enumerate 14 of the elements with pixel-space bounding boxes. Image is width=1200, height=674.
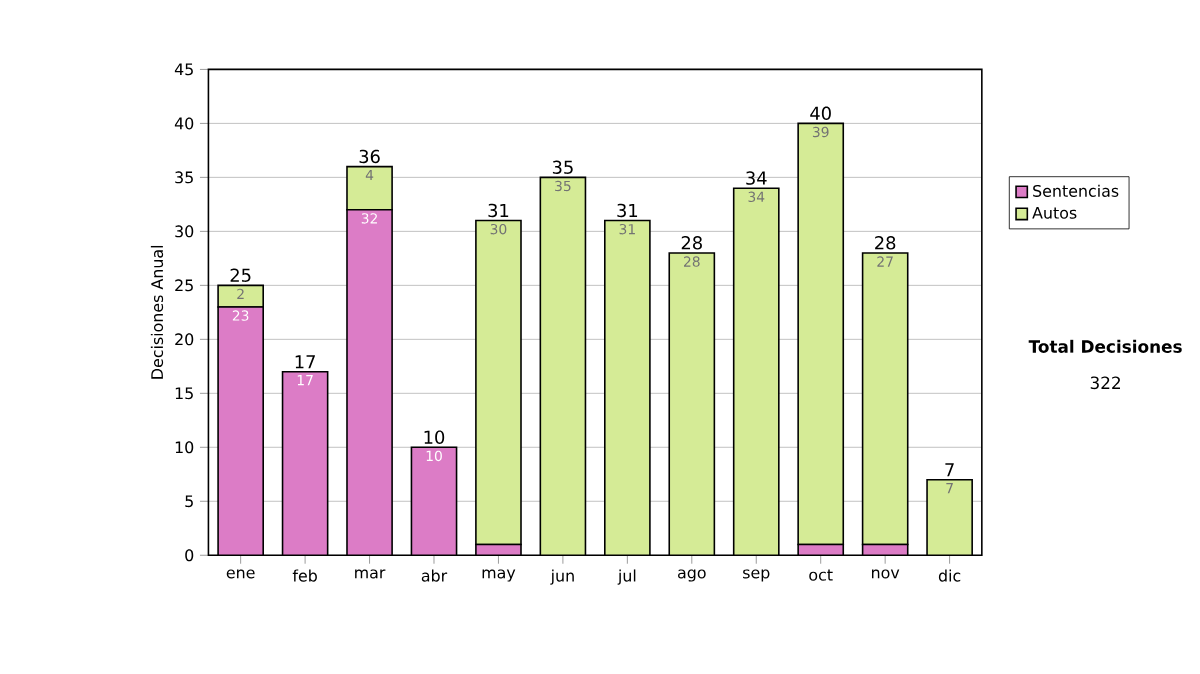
total-label: 28: [681, 235, 702, 250]
total-label: 34: [746, 171, 767, 185]
total-label: 36: [359, 149, 380, 164]
total-label: 28: [875, 235, 896, 250]
total-label: 10: [424, 430, 445, 444]
text: 322: [1090, 376, 1120, 390]
text: Total Decisiones: [1028, 339, 1182, 353]
total-label: 31: [488, 203, 509, 218]
total-label: 31: [617, 203, 638, 218]
total-label: 35: [552, 160, 573, 174]
total-label: 40: [810, 106, 831, 120]
total-label: 17: [295, 355, 315, 369]
total-label: 25: [230, 268, 251, 282]
total-label: 7: [945, 463, 954, 477]
